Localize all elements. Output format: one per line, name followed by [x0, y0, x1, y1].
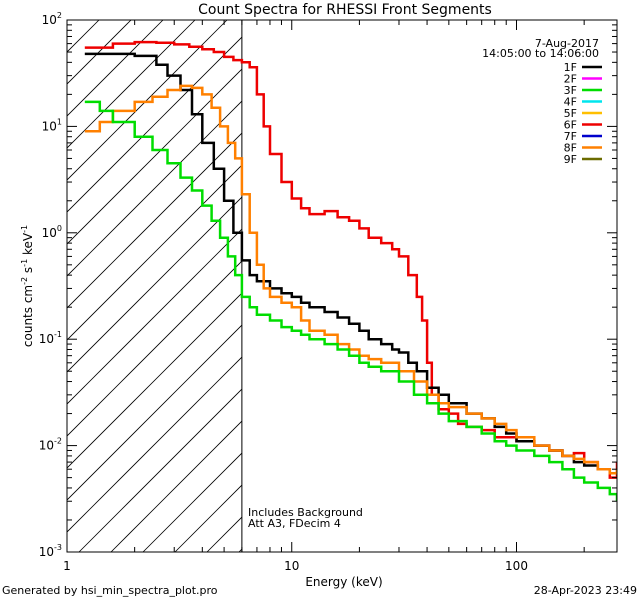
hatch-line [67, 36, 242, 213]
y-tick-label: 102 [42, 11, 62, 27]
legend-label-2f: 2F [564, 73, 577, 86]
y-axis-ticks: 10-3 10-2 10-1 100 101 102 [39, 11, 617, 559]
y-tick-label: 101 [42, 117, 62, 133]
legend-date: 7-Aug-2017 [535, 37, 599, 50]
legend-label-6f: 6F [564, 119, 577, 132]
legend-label-7f: 7F [564, 130, 577, 143]
hatch-line [67, 324, 242, 501]
x-tick-label: 10 [284, 559, 299, 573]
hatch-line [67, 356, 242, 533]
y-tick-label: 10-2 [39, 437, 62, 453]
series-line-8f [84, 84, 617, 475]
x-tick-label: 1 [63, 559, 71, 573]
hatch-line [67, 100, 242, 277]
hatch-line [67, 68, 242, 245]
hatch-line [78, 388, 242, 552]
footer-timestamp: 28-Apr-2023 23:49 [534, 584, 637, 597]
hatch-line [67, 292, 242, 469]
legend-time-range: 14:05:00 to 14:06:00 [482, 47, 599, 60]
attenuator-hatch-region [67, 20, 242, 552]
series-line-6f [84, 40, 617, 479]
note-attenuator: Att A3, FDecim 4 [248, 517, 341, 530]
series-line-1f [84, 52, 610, 471]
legend-label-9f: 9F [564, 153, 577, 166]
legend-label-4f: 4F [564, 96, 577, 109]
hatch-line [67, 20, 164, 117]
hatch-line [67, 132, 242, 309]
legend-label-1f: 1F [564, 61, 577, 74]
x-axis-label: Energy (keV) [305, 575, 382, 589]
hatch-line [67, 20, 132, 85]
legend-label-5f: 5F [564, 107, 577, 120]
hatch-line [67, 260, 242, 437]
chart-title: Count Spectra for RHESSI Front Segments [198, 2, 492, 18]
note-background: Includes Background [248, 506, 363, 519]
y-tick-label: 10-1 [39, 330, 62, 346]
hatch-line [67, 20, 196, 149]
legend-label-8f: 8F [564, 142, 577, 155]
y-tick-label: 100 [42, 224, 62, 240]
y-axis-label: counts cm-2 s-1 keV-1 [20, 225, 35, 347]
series-layer [84, 40, 617, 502]
legend-label-3f: 3F [564, 84, 577, 97]
x-axis-ticks: 1 10 100 [63, 20, 585, 573]
y-tick-label: 10-3 [39, 543, 62, 559]
plot-frame [66, 19, 618, 553]
hatch-line [238, 548, 242, 552]
series-line-3f [84, 100, 617, 502]
hatch-line [67, 228, 242, 405]
hatch-line [67, 196, 242, 373]
hatch-line [67, 164, 242, 341]
hatch-line [67, 20, 228, 181]
footer-generated-by: Generated by hsi_min_spectra_plot.pro [2, 584, 218, 597]
hatch-line [110, 420, 242, 552]
hatch-line [67, 20, 100, 53]
x-tick-label: 100 [505, 559, 528, 573]
hatch-line [142, 452, 242, 552]
